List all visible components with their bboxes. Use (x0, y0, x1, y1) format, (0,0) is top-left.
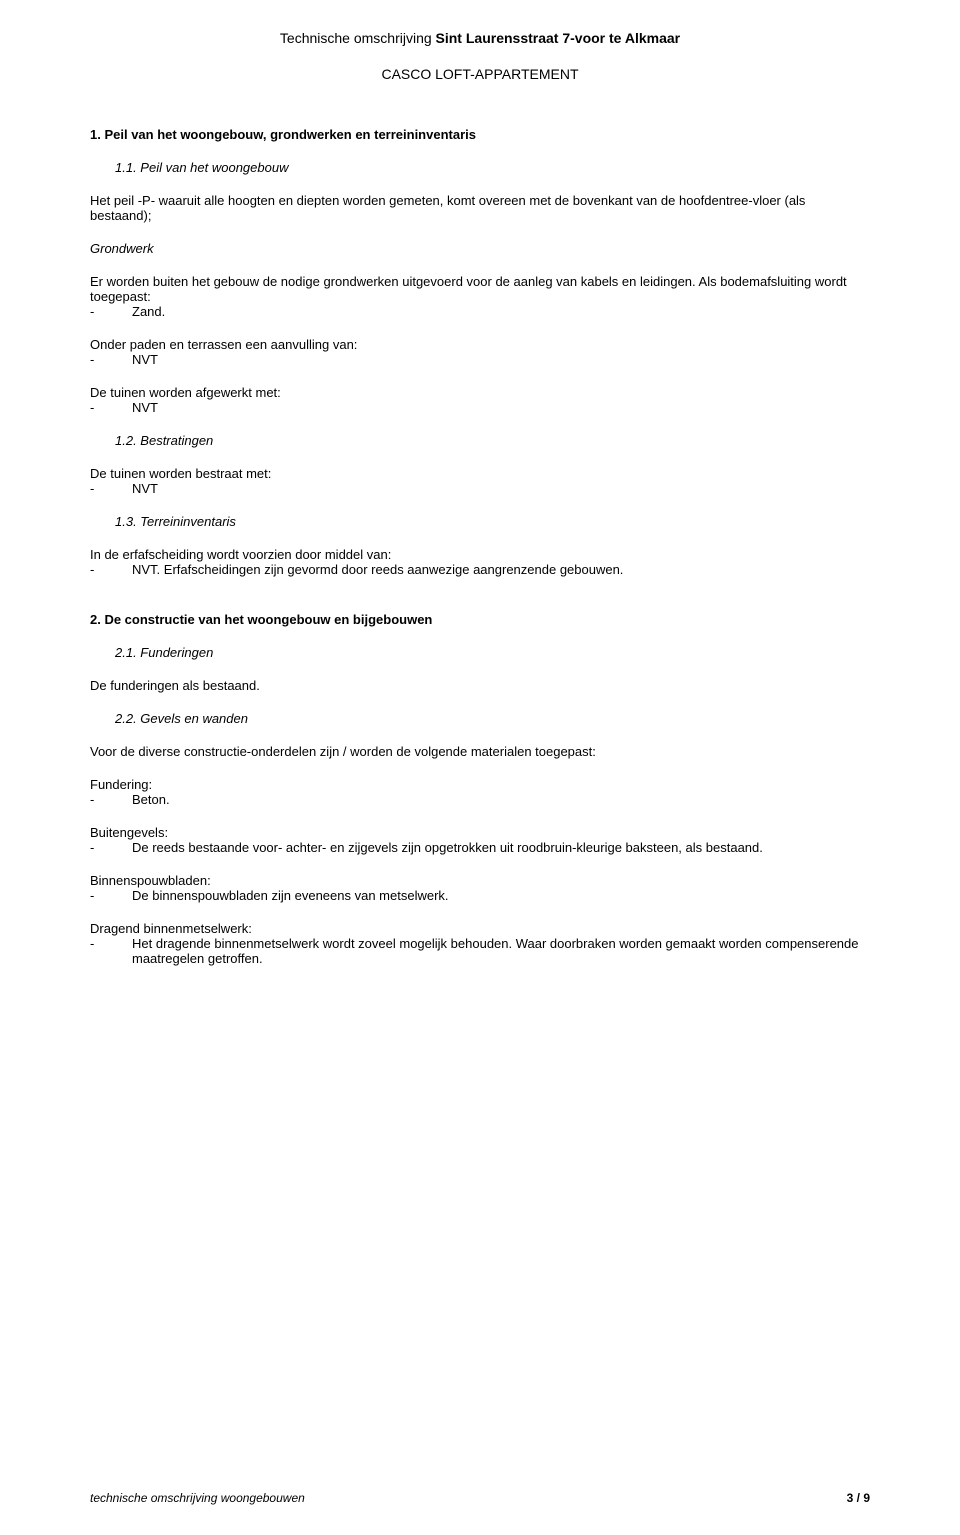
paden-item-text: NVT (132, 352, 158, 367)
section-1-2-heading: 1.2. Bestratingen (115, 433, 870, 448)
grondwerk-list-item: - Zand. (90, 304, 870, 319)
footer-page-number: 3 / 9 (847, 1491, 870, 1505)
grondwerk-item-text: Zand. (132, 304, 165, 319)
header-title-bold: Sint Laurensstraat 7-voor te Alkmaar (436, 30, 681, 46)
tuinen-afgewerkt-item: - NVT (90, 400, 870, 415)
dragend-item-text: Het dragende binnenmetselwerk wordt zove… (132, 936, 870, 966)
paden-list-item: - NVT (90, 352, 870, 367)
erfafscheiding-item: - NVT. Erfafscheidingen zijn gevormd doo… (90, 562, 870, 577)
section-1-heading: 1. Peil van het woongebouw, grondwerken … (90, 127, 870, 142)
list-marker: - (90, 562, 132, 577)
binnenspouw-label: Binnenspouwbladen: (90, 873, 870, 888)
funderingen-p: De funderingen als bestaand. (90, 678, 870, 693)
list-marker: - (90, 481, 132, 496)
paden-label: Onder paden en terrassen een aanvulling … (90, 337, 870, 352)
buitengevels-item-text: De reeds bestaande voor- achter- en zijg… (132, 840, 763, 855)
section-2-2-heading: 2.2. Gevels en wanden (115, 711, 870, 726)
tuinen-bestraat-label: De tuinen worden bestraat met: (90, 466, 870, 481)
header-title-prefix: Technische omschrijving (280, 30, 436, 46)
list-marker: - (90, 840, 132, 855)
list-marker: - (90, 936, 132, 966)
header-title: Technische omschrijving Sint Laurensstra… (90, 30, 870, 46)
buitengevels-label: Buitengevels: (90, 825, 870, 840)
fundering-item-text: Beton. (132, 792, 170, 807)
list-marker: - (90, 792, 132, 807)
section-2-heading: 2. De constructie van het woongebouw en … (90, 612, 870, 627)
tuinen-afgewerkt-text: NVT (132, 400, 158, 415)
erfafscheiding-label: In de erfafscheiding wordt voorzien door… (90, 547, 870, 562)
dragend-item: - Het dragende binnenmetselwerk wordt zo… (90, 936, 870, 966)
tuinen-bestraat-item: - NVT (90, 481, 870, 496)
fundering-label: Fundering: (90, 777, 870, 792)
diverse-p: Voor de diverse constructie-onderdelen z… (90, 744, 870, 759)
section-1-1-heading: 1.1. Peil van het woongebouw (115, 160, 870, 175)
header-subtitle: CASCO LOFT-APPARTEMENT (90, 66, 870, 82)
list-marker: - (90, 304, 132, 319)
footer-left: technische omschrijving woongebouwen (90, 1491, 305, 1505)
buitengevels-item: - De reeds bestaande voor- achter- en zi… (90, 840, 870, 855)
grondwerk-label: Grondwerk (90, 241, 870, 256)
page-footer: technische omschrijving woongebouwen 3 /… (90, 1491, 870, 1505)
section-2-1-heading: 2.1. Funderingen (115, 645, 870, 660)
tuinen-afgewerkt-label: De tuinen worden afgewerkt met: (90, 385, 870, 400)
binnenspouw-item: - De binnenspouwbladen zijn eveneens van… (90, 888, 870, 903)
fundering-item: - Beton. (90, 792, 870, 807)
dragend-label: Dragend binnenmetselwerk: (90, 921, 870, 936)
erfafscheiding-text: NVT. Erfafscheidingen zijn gevormd door … (132, 562, 623, 577)
tuinen-bestraat-text: NVT (132, 481, 158, 496)
section-1-3-heading: 1.3. Terreininventaris (115, 514, 870, 529)
list-marker: - (90, 352, 132, 367)
grondwerk-para: Er worden buiten het gebouw de nodige gr… (90, 274, 870, 304)
list-marker: - (90, 400, 132, 415)
section-1-1-p1: Het peil -P- waaruit alle hoogten en die… (90, 193, 870, 223)
list-marker: - (90, 888, 132, 903)
binnenspouw-item-text: De binnenspouwbladen zijn eveneens van m… (132, 888, 449, 903)
